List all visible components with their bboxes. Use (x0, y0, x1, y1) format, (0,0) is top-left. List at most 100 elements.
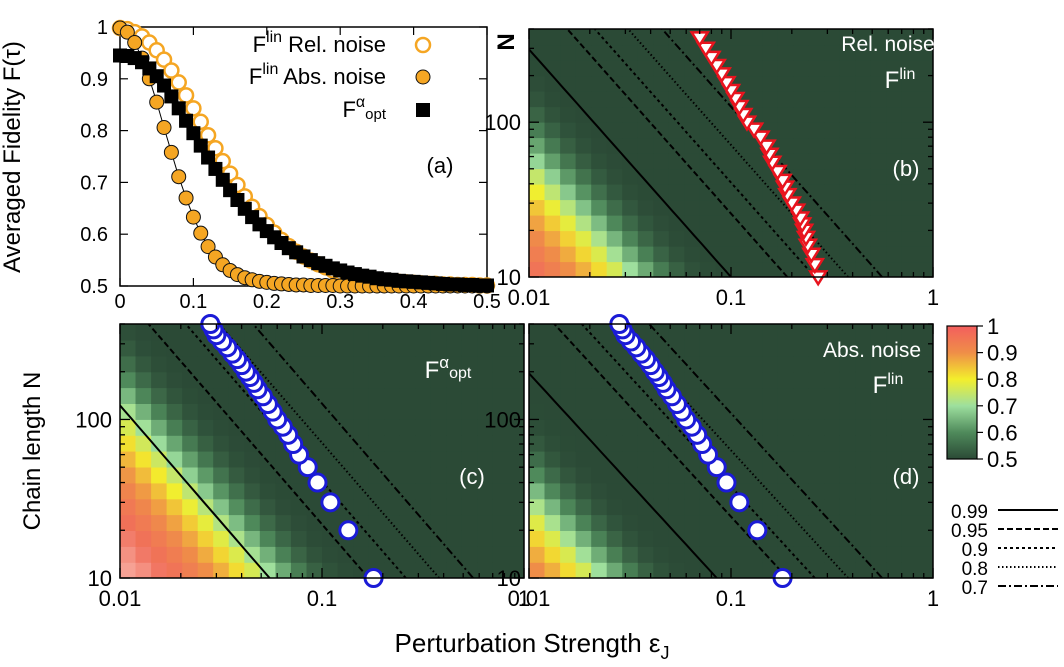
panel-c-contour-line (218, 324, 440, 578)
panel-a-point (163, 62, 180, 79)
panel-c-cell (120, 403, 137, 420)
panel-d-cell (746, 324, 763, 341)
panel-c-cell (120, 355, 137, 373)
panel-c-cell (275, 482, 292, 500)
panel-d-cell (886, 498, 903, 516)
panel-b-cell (699, 91, 716, 108)
panel-d-cell (808, 403, 825, 420)
panel-c-cell (306, 435, 323, 452)
panel-b-cell (575, 246, 592, 263)
panel-c-cell (213, 419, 230, 436)
panel-b-cell (544, 168, 561, 185)
panel-c-cell (228, 435, 245, 452)
panel-b-cell (606, 184, 623, 201)
panel-b-cell (684, 153, 701, 170)
panel-d-cell (762, 466, 779, 484)
panel-d-cell (901, 562, 918, 578)
panel-c-cell (151, 530, 168, 547)
panel-b-cell (839, 215, 856, 232)
panel-d-cell (606, 355, 623, 373)
panel-a-legend-marker (414, 36, 432, 54)
panel-c-cell (213, 403, 230, 420)
panel-d-cell (824, 451, 841, 468)
panel-d-cell (575, 355, 592, 373)
panel-d-cell (839, 562, 856, 578)
panel-d-cell (870, 403, 887, 420)
panel-c-cell (492, 546, 509, 563)
panel-c-cell (399, 530, 416, 547)
panel-c-cell (182, 324, 199, 341)
panel-d-cell (901, 435, 918, 452)
panel-a-point (215, 172, 230, 187)
panel-c-cell (508, 482, 524, 500)
panel-c-cell (322, 562, 339, 578)
panel-d-cell (777, 482, 794, 500)
panel-b-cell (855, 184, 872, 201)
panel-c-cell (275, 498, 292, 516)
panel-b-cell (808, 137, 825, 154)
panel-c-cell (197, 451, 214, 468)
panel-d-cell (901, 498, 918, 516)
panel-b-cell (746, 44, 763, 61)
panel-c-cell (166, 530, 183, 547)
panel-c-cell (197, 514, 214, 531)
panel-a-point (201, 150, 216, 165)
panel-d-cell (544, 482, 561, 500)
panel-b-cell (653, 184, 670, 201)
panel-c-cell (135, 466, 152, 484)
panel-d-cell (591, 324, 608, 341)
panel-c-cell (322, 355, 339, 373)
panel-b-cell (901, 246, 918, 263)
panel-d-cell (746, 355, 763, 373)
panel-d-cell (684, 451, 701, 468)
panel-d-cell (715, 387, 732, 404)
panel-d-cell (777, 387, 794, 404)
panel-b-cell (637, 230, 654, 247)
panel-d-cell (917, 435, 933, 452)
panel-c-cell (399, 482, 416, 500)
panel-d-cell (606, 498, 623, 516)
panel-b-cell (653, 60, 670, 77)
panel-b-cell (653, 168, 670, 185)
panel-c-cell (197, 371, 214, 389)
panel-d-cell (529, 546, 546, 563)
panel-d-ytick-label: 100 (484, 407, 521, 432)
panel-c-cell (228, 403, 245, 420)
panel-b-cell (917, 261, 933, 277)
panel-d-cell (808, 546, 825, 563)
panel-b-cell (684, 60, 701, 77)
panel-a-ytick-label: 0.7 (80, 172, 108, 194)
panel-c-cell (166, 435, 183, 452)
panel-b-cell (529, 230, 546, 247)
panel-c-cell (430, 466, 447, 484)
panel-c-cell (446, 466, 463, 484)
panel-b-cell (731, 246, 748, 263)
panel-d-cell (870, 387, 887, 404)
panel-d-cell (560, 339, 577, 357)
panel-c-cell (151, 514, 168, 531)
panel-d-cell (591, 387, 608, 404)
panel-b-cell (901, 44, 918, 61)
panel-d-cell (870, 466, 887, 484)
panel-d-cell (529, 482, 546, 500)
panel-c-cell (430, 546, 447, 563)
panel-d-cell (901, 514, 918, 531)
panel-c-cell (197, 387, 214, 404)
panel-b-cell (886, 230, 903, 247)
panel-c-cell (353, 466, 370, 484)
panel-b-cell (544, 106, 561, 123)
panel-c-cell (306, 498, 323, 516)
panel-b-cell (746, 184, 763, 201)
panel-d-xtick-label: 0.01 (508, 586, 551, 611)
panel-d-cell (560, 403, 577, 420)
panel-d-cell (855, 530, 872, 547)
panel-c-cell (492, 530, 509, 547)
panel-c-cell (461, 530, 478, 547)
panel-c-cell (290, 482, 307, 500)
panel-d-cell (622, 514, 639, 531)
panel-a-legend-sup: lin (266, 29, 282, 46)
panel-b-cell (684, 137, 701, 154)
panel-d-cell (855, 387, 872, 404)
panel-b-cell (917, 184, 933, 201)
